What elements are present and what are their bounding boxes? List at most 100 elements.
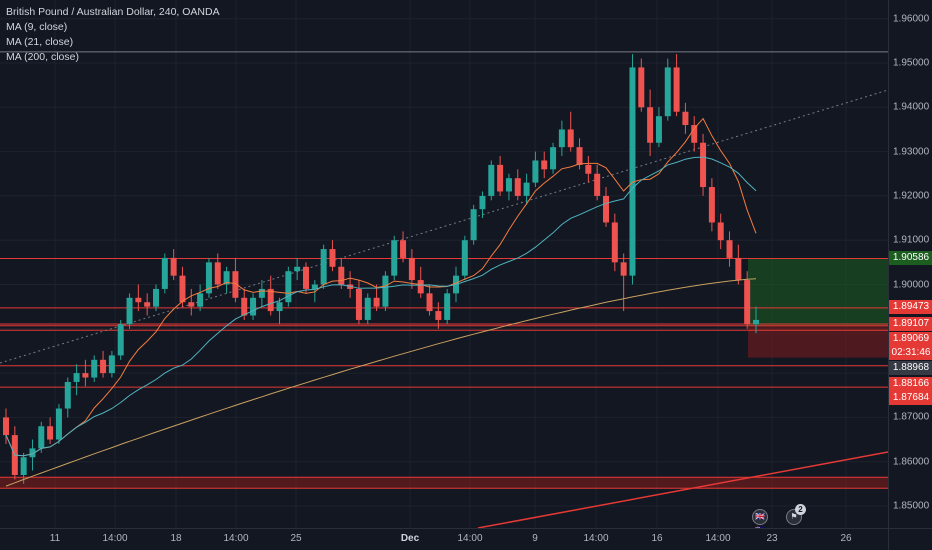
- candle-body: [664, 67, 671, 117]
- price-tick-label: 1.94000: [893, 101, 930, 113]
- candle-body: [514, 178, 521, 196]
- time-tick-label: Dec: [400, 533, 420, 544]
- candle-body: [285, 271, 292, 303]
- candle-body: [594, 173, 601, 196]
- candle-body: [532, 160, 539, 183]
- candle-body: [523, 182, 530, 196]
- candle-body: [567, 129, 574, 148]
- candle-body: [638, 67, 645, 108]
- price-tick-label: 1.87000: [893, 411, 930, 423]
- ma9-line: [5, 117, 757, 457]
- candle-body: [479, 195, 486, 210]
- candle-body: [647, 107, 654, 143]
- candle-body: [3, 417, 9, 436]
- candle-body: [161, 257, 168, 289]
- candle-body: [603, 195, 609, 223]
- candle-body: [126, 297, 133, 325]
- time-tick-label: 14:00: [705, 533, 731, 544]
- price-badge-top-line: 1.89473: [889, 300, 932, 314]
- candle-body: [338, 266, 345, 285]
- candle-body: [550, 147, 557, 170]
- price-badge-line2: 1.88166: [889, 377, 932, 391]
- candle-body: [700, 142, 707, 188]
- candle-body: [232, 271, 239, 298]
- price-badge-countdown: 02:31:46: [889, 346, 932, 360]
- candle-body: [655, 116, 662, 143]
- price-tick-label: 1.95000: [893, 57, 930, 69]
- price-badge-entry: 1.89069: [889, 332, 932, 346]
- candle-body: [250, 297, 257, 316]
- price-tick-label: 1.86000: [893, 456, 930, 468]
- candle-body: [620, 262, 627, 276]
- candle-body: [197, 293, 204, 307]
- time-tick-label: 25: [290, 533, 302, 544]
- candle-body: [726, 240, 733, 258]
- candle-body: [682, 111, 689, 126]
- candle-body: [108, 355, 115, 374]
- candle-body: [153, 288, 159, 307]
- legend-ma21[interactable]: MA (21, close): [6, 36, 74, 48]
- candle-body: [497, 164, 504, 192]
- candle-body: [461, 240, 468, 276]
- time-tick-label: 11: [49, 533, 61, 544]
- event-count-badge: 2: [795, 504, 806, 515]
- time-tick-label: 18: [170, 533, 182, 544]
- time-tick-label: 26: [840, 533, 852, 544]
- price-chart[interactable]: [0, 0, 889, 529]
- candle-body: [735, 257, 742, 281]
- candle-body: [355, 288, 362, 320]
- candle-body: [417, 280, 424, 294]
- candle-body: [20, 457, 27, 475]
- candle-body: [47, 426, 54, 440]
- candle-body: [82, 373, 89, 378]
- price-tick-label: 1.93000: [893, 146, 930, 158]
- candle-body: [400, 240, 407, 258]
- candle-body: [435, 311, 442, 320]
- candle-body: [576, 147, 583, 165]
- price-tick-label: 1.91000: [893, 234, 930, 246]
- candle-body: [170, 257, 177, 276]
- target-zone: [748, 258, 888, 326]
- candle-body: [205, 262, 212, 294]
- candle-body: [691, 125, 698, 143]
- ma200-line: [5, 278, 757, 487]
- candle-body: [717, 222, 724, 241]
- candle-body: [188, 302, 195, 307]
- price-tick-label: 1.96000: [893, 13, 930, 25]
- time-axis[interactable]: 11 14:00 18 14:00 25 Dec 14:00 9 14:00 16 14:00 23 2…: [0, 528, 888, 550]
- candle-body: [29, 448, 36, 458]
- candle-body: [488, 164, 495, 196]
- time-tick-label: 14:00: [583, 533, 609, 544]
- time-tick-label: 16: [651, 533, 663, 544]
- support-band: [0, 477, 888, 489]
- candle-body: [708, 187, 715, 223]
- legend-ma9[interactable]: MA (9, close): [6, 21, 68, 33]
- candle-body: [673, 67, 680, 112]
- candle-body: [179, 275, 186, 303]
- candle-body: [55, 408, 62, 440]
- candle-body: [629, 67, 636, 276]
- candle-body: [329, 249, 336, 267]
- chart-canvas[interactable]: British Pound / Australian Dollar, 240, …: [0, 0, 889, 535]
- candle-body: [91, 359, 98, 378]
- time-tick-label: 14:00: [102, 533, 128, 544]
- price-badge-line3: 1.87684: [889, 391, 932, 405]
- time-tick-label: 14:00: [223, 533, 249, 544]
- candle-body: [585, 164, 592, 174]
- price-badge-tp: 1.90586: [889, 251, 932, 265]
- axis-corner: [888, 528, 932, 550]
- candle-body: [541, 160, 548, 170]
- rising-trendline: [477, 451, 889, 529]
- candle-body: [73, 373, 80, 382]
- economic-event-icon[interactable]: 🇬🇧🇦🇺: [752, 509, 768, 535]
- ma21-line: [5, 156, 757, 457]
- price-axis[interactable]: 1.96000 1.95000 1.94000 1.93000 1.92000 1.910…: [888, 0, 932, 528]
- candle-body: [276, 302, 283, 312]
- candle-body: [391, 240, 398, 276]
- candle-body: [408, 257, 415, 281]
- legend-ma200[interactable]: MA (200, close): [6, 51, 79, 63]
- price-tick-label: 1.90000: [893, 279, 930, 290]
- chart-legend: British Pound / Australian Dollar, 240, …: [6, 5, 220, 65]
- candle-body: [382, 275, 389, 307]
- symbol-title[interactable]: British Pound / Australian Dollar, 240, …: [6, 6, 220, 18]
